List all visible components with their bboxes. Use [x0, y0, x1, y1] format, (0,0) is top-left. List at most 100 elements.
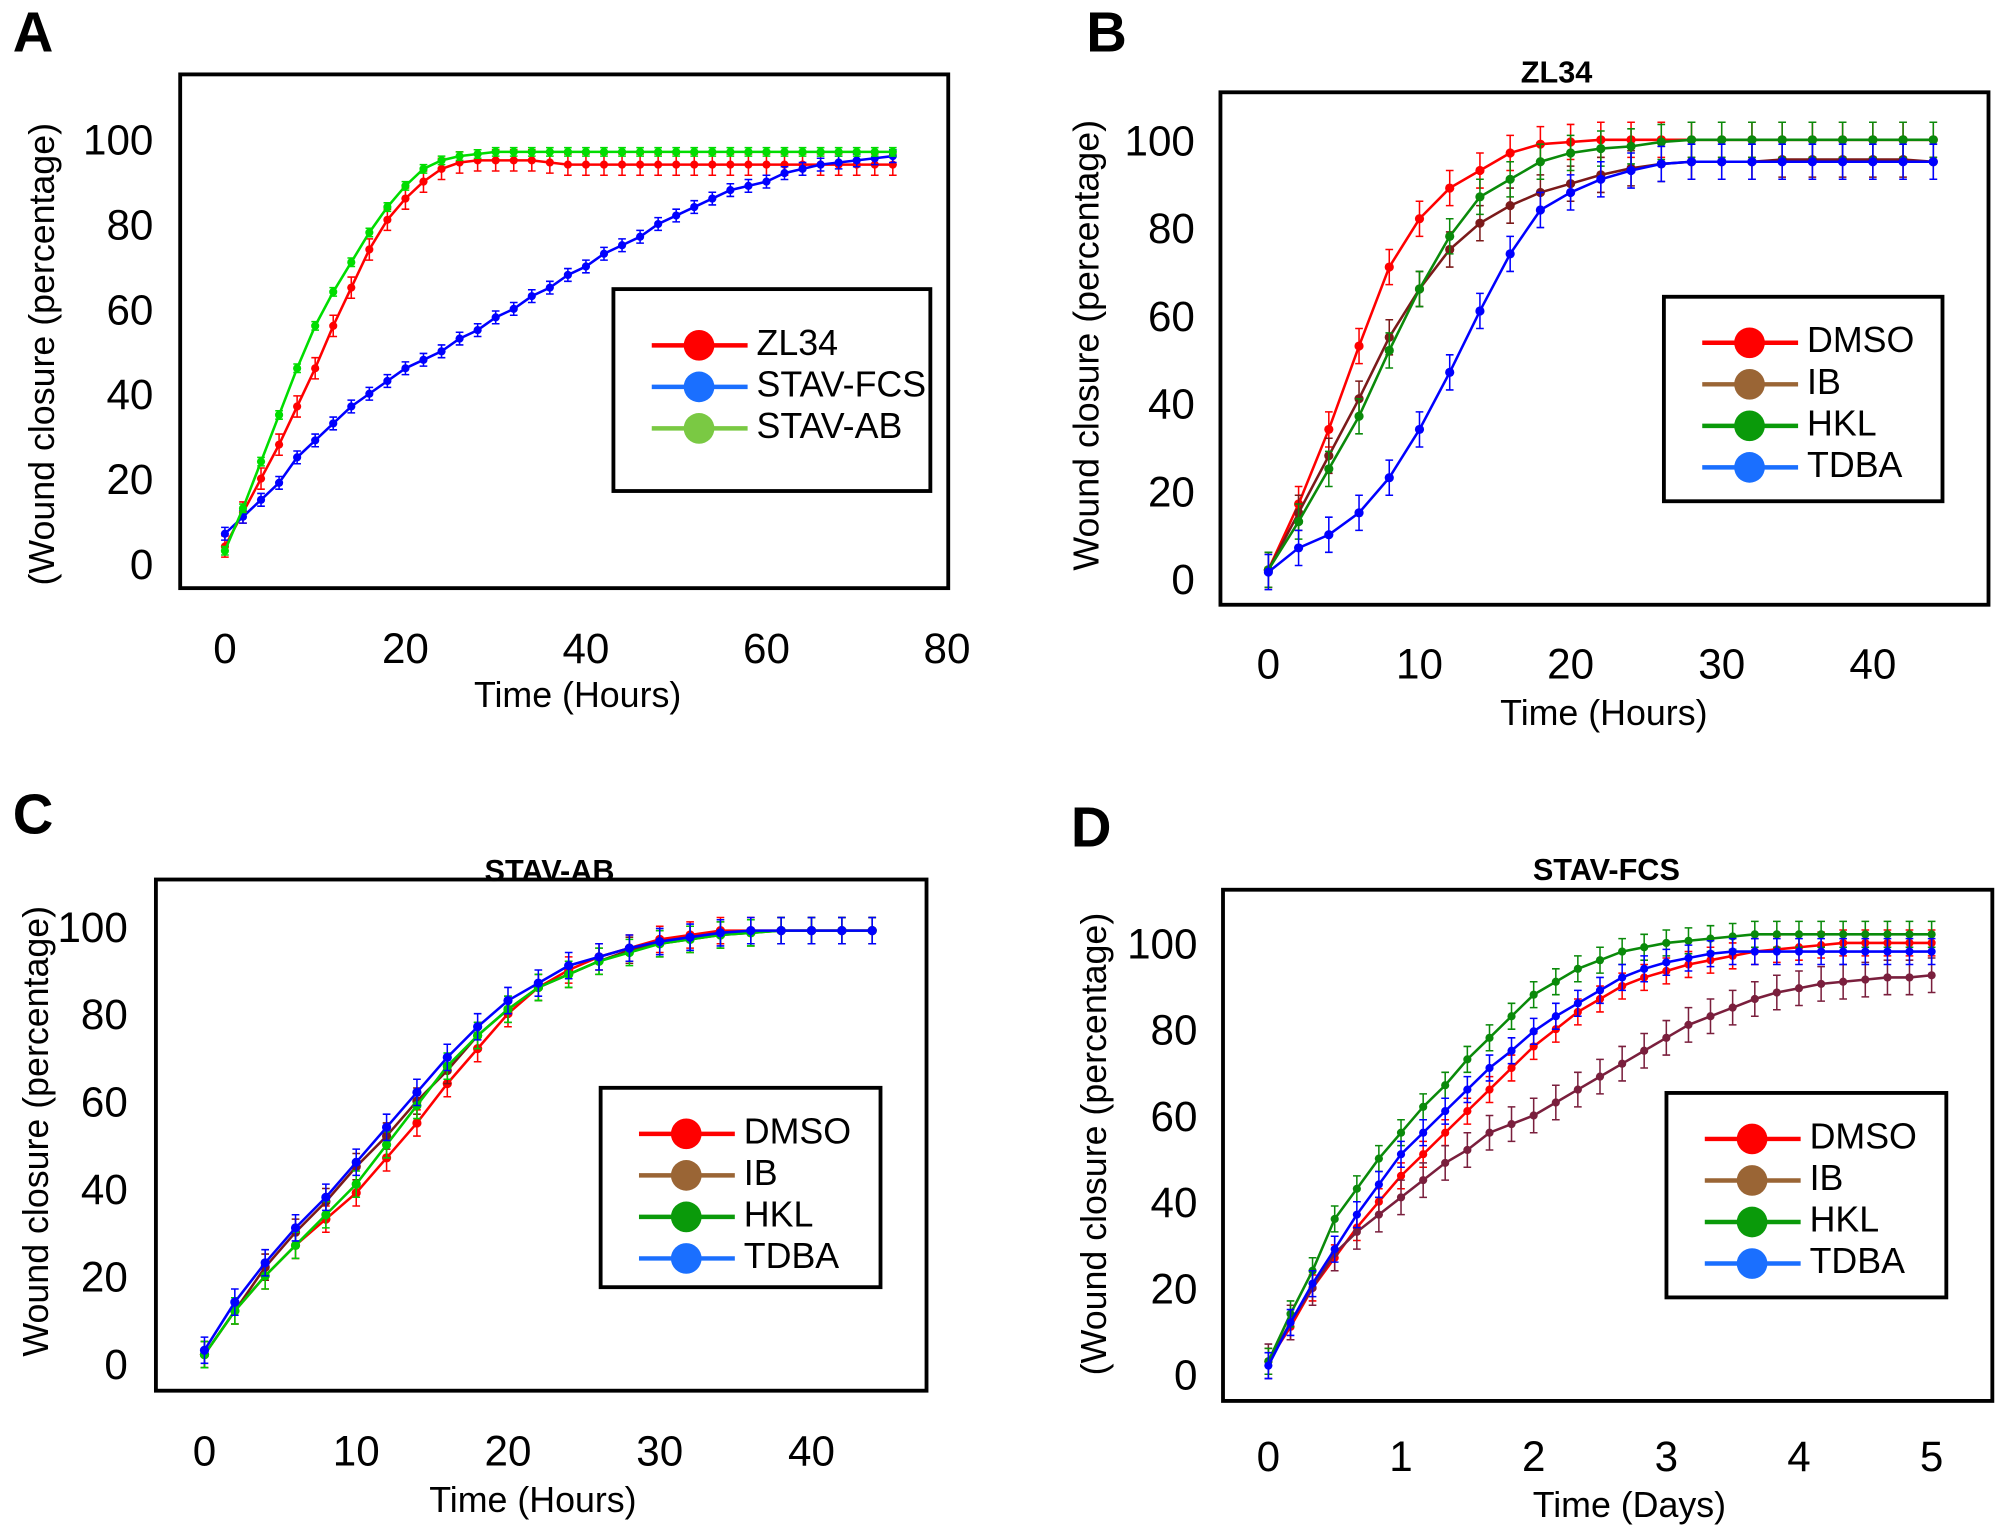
data-point	[1656, 159, 1666, 169]
data-point	[599, 249, 609, 258]
x-tick-label: 0	[1257, 1433, 1280, 1480]
x-tick-label: 10	[1396, 641, 1443, 688]
data-point	[347, 283, 356, 292]
legend-label: HKL	[1807, 403, 1877, 443]
data-point	[1662, 938, 1671, 948]
data-point	[690, 160, 699, 169]
data-point	[311, 364, 320, 373]
data-point	[1324, 464, 1334, 474]
x-tick-label: 5	[1920, 1433, 1943, 1480]
data-point	[834, 147, 843, 156]
data-point	[473, 149, 482, 159]
data-point	[1928, 135, 1938, 145]
data-point	[383, 376, 392, 386]
data-point	[545, 158, 554, 167]
x-tick-label: 2	[1522, 1433, 1545, 1480]
data-point	[581, 147, 591, 156]
data-point	[1861, 930, 1870, 939]
panel-letter: B	[1086, 0, 1127, 63]
data-point	[690, 202, 699, 212]
data-point	[1883, 973, 1892, 982]
legend-marker	[1734, 368, 1765, 400]
data-point	[762, 177, 771, 186]
data-point	[563, 270, 572, 280]
data-point	[762, 160, 771, 169]
data-point	[401, 364, 410, 373]
data-point	[672, 147, 681, 156]
data-point	[1772, 988, 1781, 997]
data-point	[1817, 947, 1826, 956]
y-tick-label: 100	[57, 904, 127, 951]
y-tick-label: 80	[1151, 1007, 1198, 1054]
y-tick-label: 100	[83, 117, 153, 164]
panel-letter: A	[13, 0, 54, 63]
data-point	[1905, 973, 1914, 982]
y-axis-label: (Wound closure (percentage)	[22, 123, 62, 586]
data-point	[365, 228, 374, 237]
data-point	[1507, 1119, 1516, 1129]
data-point	[617, 160, 627, 169]
data-point	[1384, 473, 1394, 483]
data-point	[419, 164, 428, 173]
data-point	[654, 219, 663, 229]
data-point	[1861, 975, 1870, 984]
data-point	[1354, 341, 1364, 351]
data-point	[437, 347, 446, 356]
data-point	[1475, 165, 1485, 176]
legend-marker	[670, 1160, 702, 1191]
data-point	[1535, 205, 1545, 215]
data-point	[1330, 1245, 1339, 1254]
y-tick-label: 40	[81, 1166, 128, 1213]
y-tick-label: 100	[1127, 920, 1197, 967]
series-tdba	[1263, 143, 1938, 591]
data-point	[1905, 947, 1914, 956]
data-point	[780, 147, 789, 156]
data-point	[290, 1223, 301, 1233]
panel-d: D STAV-FCS 0 20 40 60 80 100 0 1 2 3 4 5 Time (Days) (W…	[1071, 795, 1995, 1525]
data-point	[594, 952, 604, 962]
data-point	[509, 147, 518, 156]
data-point	[1505, 201, 1515, 211]
data-point	[1475, 218, 1485, 228]
data-point	[599, 147, 609, 156]
y-axis-label: Wound closure (percentage)	[16, 906, 56, 1357]
data-point	[1618, 1059, 1627, 1068]
data-point	[1354, 411, 1364, 421]
y-tick-label: 0	[1174, 1352, 1197, 1399]
data-point	[1750, 994, 1759, 1004]
y-tick-label: 20	[81, 1253, 128, 1300]
y-tick-label: 20	[1151, 1265, 1198, 1312]
x-tick-label: 10	[333, 1428, 380, 1475]
data-point	[1441, 1158, 1450, 1167]
data-point	[852, 156, 861, 165]
data-point	[564, 960, 574, 971]
data-point	[1706, 949, 1715, 958]
data-point	[230, 1297, 240, 1307]
data-point	[636, 232, 645, 241]
y-tick-label: 0	[1171, 556, 1194, 603]
data-point	[1656, 137, 1666, 147]
data-point	[744, 147, 753, 156]
x-tick-label: 0	[213, 625, 236, 672]
data-point	[1441, 1081, 1450, 1090]
panel-c: C STAV-AB 0 20 40 60 80 100 0 10 20 30 40 Time (Hours…	[13, 783, 929, 1520]
panel-letter: C	[13, 783, 54, 846]
data-point	[599, 160, 609, 169]
data-point	[655, 936, 665, 947]
data-point	[1485, 1085, 1494, 1094]
data-point	[401, 194, 410, 203]
legend-marker	[1734, 327, 1765, 359]
data-point	[776, 926, 786, 936]
legend-label: IB	[744, 1153, 778, 1193]
legend-label: DMSO	[744, 1111, 851, 1151]
y-tick-label: 0	[104, 1341, 127, 1388]
data-point	[1839, 977, 1848, 986]
data-point	[1354, 508, 1364, 518]
data-point	[1384, 345, 1394, 356]
data-point	[1595, 1072, 1605, 1081]
data-point	[636, 160, 645, 169]
data-point	[1686, 157, 1697, 167]
data-point	[1717, 135, 1727, 145]
